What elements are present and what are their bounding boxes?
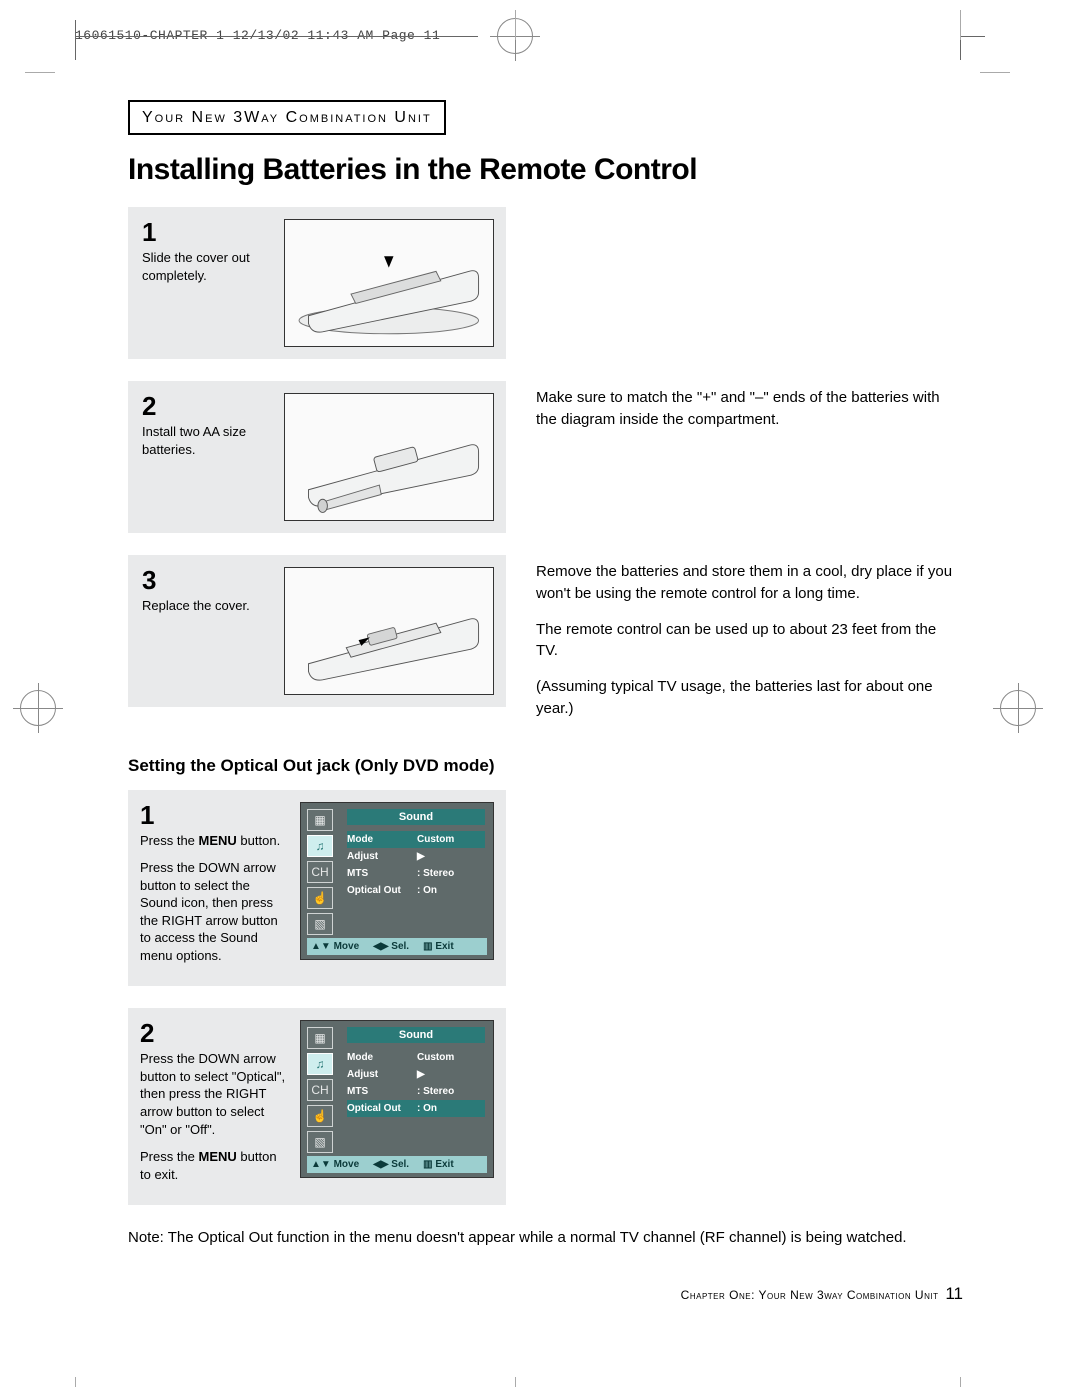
section-label: Your New 3Way Combination Unit bbox=[128, 100, 446, 135]
osd-menu-icon: ▧ bbox=[307, 1131, 333, 1153]
osd-row: MTS: Stereo bbox=[347, 865, 485, 882]
osd-row: Optical Out: On bbox=[347, 882, 485, 899]
step-description: Install two AA size batteries. bbox=[142, 423, 272, 458]
step-number: 1 bbox=[142, 219, 272, 245]
page-footer: Chapter One: Your New 3way Combination U… bbox=[128, 1284, 963, 1304]
remote-illustration-icon bbox=[284, 219, 494, 347]
crop-line bbox=[515, 10, 516, 40]
step-block: 2 Install two AA size batteries. bbox=[128, 381, 506, 533]
osd-title: Sound bbox=[347, 1027, 485, 1043]
osd-row: MTS: Stereo bbox=[347, 1083, 485, 1100]
step-number: 3 bbox=[142, 567, 272, 593]
osd-row: ModeCustom bbox=[347, 1049, 485, 1066]
step-number: 1 bbox=[140, 802, 290, 828]
crop-line bbox=[75, 1377, 76, 1387]
osd-title: Sound bbox=[347, 809, 485, 825]
crop-line bbox=[960, 1377, 961, 1387]
remote-illustration-icon bbox=[284, 567, 494, 695]
remote-illustration-icon bbox=[284, 393, 494, 521]
osd-menu-icon: ♫ bbox=[307, 1053, 333, 1075]
step-description: Press the DOWN arrow button to select th… bbox=[140, 859, 290, 964]
menu-step-block: 2 Press the DOWN arrow button to select … bbox=[128, 1008, 506, 1205]
step-number: 2 bbox=[142, 393, 272, 419]
osd-menu-icon: CH bbox=[307, 861, 333, 883]
osd-menu-icon: CH bbox=[307, 1079, 333, 1101]
osd-row: ModeCustom bbox=[347, 831, 485, 848]
crop-line bbox=[25, 72, 55, 73]
crop-line bbox=[75, 20, 76, 60]
osd-screenshot: Sound ▦ ♫ CH ☝ ▧ ModeCustomAdjust▶MTS: StereoO… bbox=[300, 1020, 494, 1178]
step-number: 2 bbox=[140, 1020, 290, 1046]
crop-line bbox=[960, 10, 961, 40]
crop-line bbox=[75, 36, 478, 37]
sub-heading: Setting the Optical Out jack (Only DVD m… bbox=[128, 756, 963, 776]
osd-row: Adjust▶ bbox=[347, 848, 485, 865]
step-side-note: Remove the batteries and store them in a… bbox=[536, 555, 956, 734]
osd-footer: ▲▼ Move◀▶ Sel.▥ Exit bbox=[307, 1156, 487, 1173]
step-description: Press the MENU button to exit. bbox=[140, 1148, 290, 1183]
step-side-note: Make sure to match the "+" and "–" ends … bbox=[536, 381, 956, 445]
osd-menu-icon: ▧ bbox=[307, 913, 333, 935]
registration-mark-icon bbox=[1000, 690, 1036, 726]
footnote: Note: The Optical Out function in the me… bbox=[128, 1227, 963, 1248]
crop-line bbox=[960, 36, 985, 37]
osd-menu-icon: ☝ bbox=[307, 887, 333, 909]
osd-menu-icon: ▦ bbox=[307, 809, 333, 831]
step-description: Press the DOWN arrow button to select "O… bbox=[140, 1050, 290, 1138]
osd-footer: ▲▼ Move◀▶ Sel.▥ Exit bbox=[307, 938, 487, 955]
osd-screenshot: Sound ▦ ♫ CH ☝ ▧ ModeCustomAdjust▶MTS: StereoO… bbox=[300, 802, 494, 960]
step-description: Press the MENU button. bbox=[140, 832, 290, 850]
menu-step-block: 1 Press the MENU button. Press the DOWN … bbox=[128, 790, 506, 987]
osd-menu-icon: ♫ bbox=[307, 835, 333, 857]
osd-menu-icon: ▦ bbox=[307, 1027, 333, 1049]
step-block: 1 Slide the cover out completely. bbox=[128, 207, 506, 359]
osd-row: Optical Out: On bbox=[347, 1100, 485, 1117]
registration-mark-icon bbox=[20, 690, 56, 726]
osd-row: Adjust▶ bbox=[347, 1066, 485, 1083]
page-content: Your New 3Way Combination Unit Installin… bbox=[128, 100, 963, 1304]
crop-line bbox=[515, 1377, 516, 1387]
main-heading: Installing Batteries in the Remote Contr… bbox=[128, 153, 963, 187]
step-description: Replace the cover. bbox=[142, 597, 272, 615]
step-description: Slide the cover out completely. bbox=[142, 249, 272, 284]
crop-line bbox=[980, 72, 1010, 73]
osd-menu-icon: ☝ bbox=[307, 1105, 333, 1127]
step-block: 3 Replace the cover. bbox=[128, 555, 506, 707]
